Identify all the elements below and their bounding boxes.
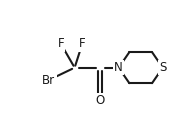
Text: O: O [96,94,105,107]
Text: S: S [159,61,166,74]
Text: N: N [114,61,123,74]
Text: F: F [79,37,85,50]
Text: F: F [58,37,64,50]
Text: Br: Br [42,74,55,87]
